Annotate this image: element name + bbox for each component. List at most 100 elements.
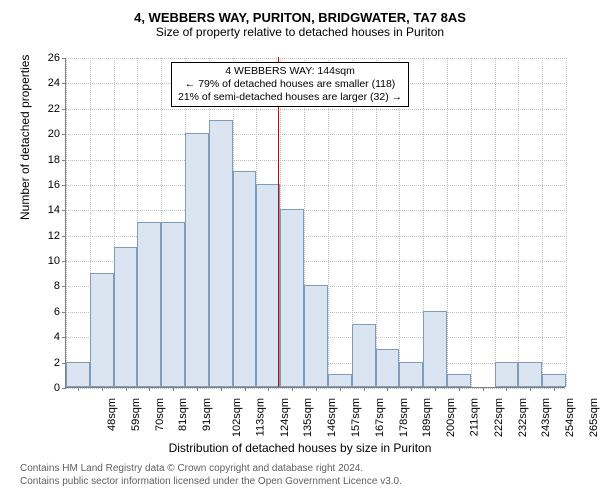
x-tick-label: 232sqm [517,398,529,437]
x-tick-label: 70sqm [154,398,166,431]
x-tick-label: 178sqm [398,398,410,437]
y-tick-label: 2 [35,357,60,369]
annotation-line: 4 WEBBERS WAY: 144sqm [178,65,402,78]
x-tick-mark [530,387,531,391]
bar [328,374,352,387]
grid-line-v [495,58,496,387]
y-tick-label: 26 [35,52,60,64]
grid-line-h [66,58,565,59]
y-tick-label: 12 [35,230,60,242]
bar [233,171,257,387]
y-tick-label: 10 [35,255,60,267]
chart-title-main: 4, WEBBERS WAY, PURITON, BRIDGWATER, TA7… [10,10,590,25]
x-tick-mark [197,387,198,391]
bar [376,349,400,387]
bar [280,209,304,387]
x-tick-label: 211sqm [468,398,480,436]
grid-line-v [66,58,67,387]
x-axis-label: Distribution of detached houses by size … [10,441,590,455]
bar [161,222,185,387]
grid-line-h [66,185,565,186]
y-tick-label: 22 [35,103,60,115]
x-tick-label: 157sqm [350,398,362,437]
x-tick-label: 167sqm [374,398,386,437]
bar [185,133,209,387]
x-tick-label: 59sqm [130,398,142,431]
footer-line2: Contains public sector information licen… [20,475,402,488]
x-tick-mark [459,387,460,391]
y-tick-label: 20 [35,128,60,140]
y-tick-label: 6 [35,306,60,318]
y-tick-label: 24 [35,77,60,89]
x-tick-label: 254sqm [564,398,576,437]
footer: Contains HM Land Registry data © Crown c… [20,462,402,488]
bar [304,285,328,387]
annotation-line: ← 79% of detached houses are smaller (11… [178,78,402,91]
bar [209,120,233,387]
y-tick-mark [62,388,66,389]
x-tick-label: 265sqm [588,398,600,437]
grid-line-v [447,58,448,387]
x-tick-label: 124sqm [279,398,291,437]
bar [90,273,114,387]
y-tick-label: 18 [35,154,60,166]
bar [542,374,566,387]
x-tick-mark [245,387,246,391]
x-tick-label: 48sqm [106,398,118,431]
grid-line-h [66,134,565,135]
x-tick-mark [316,387,317,391]
x-tick-mark [554,387,555,391]
bar [495,362,519,387]
chart-title-sub: Size of property relative to detached ho… [10,25,590,39]
grid-line-h [66,109,565,110]
y-tick-label: 4 [35,331,60,343]
grid-line-v [542,58,543,387]
x-tick-label: 91sqm [201,398,213,431]
x-tick-mark [506,387,507,391]
x-tick-mark [340,387,341,391]
bar [518,362,542,387]
annotation-box: 4 WEBBERS WAY: 144sqm← 79% of detached h… [171,62,409,107]
grid-line-v [566,58,567,387]
bar [114,247,138,387]
y-axis-label: Number of detached properties [18,55,32,220]
y-tick-label: 0 [35,382,60,394]
annotation-line: 21% of semi-detached houses are larger (… [178,91,402,104]
y-tick-label: 16 [35,179,60,191]
x-tick-mark [364,387,365,391]
x-tick-label: 81sqm [177,398,189,431]
grid-line-v [471,58,472,387]
x-tick-label: 189sqm [422,398,434,437]
y-tick-label: 8 [35,280,60,292]
x-tick-mark [268,387,269,391]
x-tick-mark [78,387,79,391]
x-tick-mark [435,387,436,391]
x-tick-mark [387,387,388,391]
x-tick-label: 200sqm [445,398,457,437]
bar [66,362,90,387]
x-tick-mark [126,387,127,391]
grid-line-h [66,160,565,161]
x-tick-label: 243sqm [541,398,553,437]
chart-container: 4, WEBBERS WAY, PURITON, BRIDGWATER, TA7… [10,10,590,490]
bar [256,184,280,387]
x-tick-mark [173,387,174,391]
bar [399,362,423,387]
plot-area: 4 WEBBERS WAY: 144sqm← 79% of detached h… [65,58,565,388]
x-tick-mark [221,387,222,391]
x-tick-mark [292,387,293,391]
x-tick-mark [411,387,412,391]
x-tick-mark [102,387,103,391]
x-tick-mark [149,387,150,391]
y-tick-label: 14 [35,204,60,216]
x-tick-label: 222sqm [493,398,505,437]
x-tick-label: 113sqm [254,398,266,436]
grid-line-h [66,210,565,211]
x-tick-mark [483,387,484,391]
bar [447,374,471,387]
bar [137,222,161,387]
bar [352,324,376,387]
x-tick-label: 146sqm [326,398,338,437]
grid-line-v [518,58,519,387]
bar [423,311,447,387]
